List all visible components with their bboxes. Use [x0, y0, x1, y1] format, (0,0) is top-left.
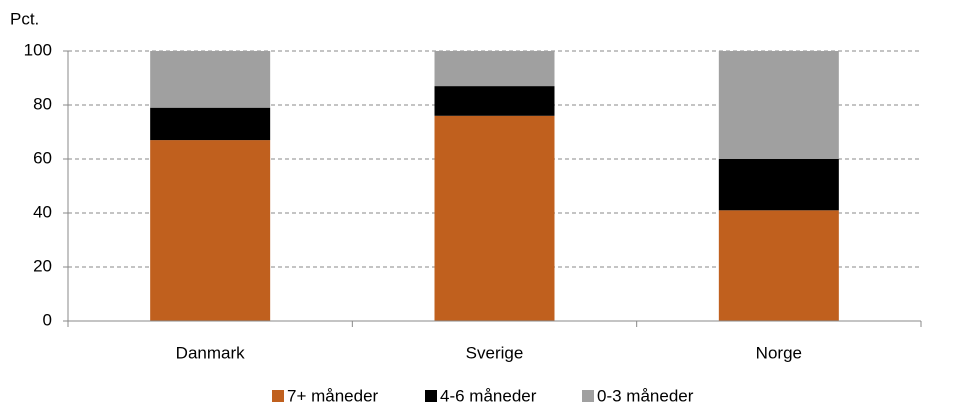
- legend-label: 0-3 måneder: [597, 386, 694, 405]
- y-axis-label: Pct.: [10, 9, 39, 28]
- y-tick-label: 40: [33, 202, 52, 221]
- legend-label: 4-6 måneder: [440, 386, 537, 405]
- bar-segment: [718, 210, 839, 321]
- bar-segment: [434, 115, 555, 321]
- y-tick-label: 0: [43, 310, 52, 329]
- bar-segment: [718, 159, 839, 211]
- legend-swatch: [425, 390, 437, 402]
- bar-segment: [718, 51, 839, 159]
- y-tick-label: 20: [33, 256, 52, 275]
- bar-segment: [434, 51, 555, 87]
- bar-segment: [434, 86, 555, 116]
- legend-label: 7+ måneder: [287, 386, 379, 405]
- y-tick-label: 60: [33, 148, 52, 167]
- x-tick-label: Sverige: [466, 343, 524, 362]
- bar-segment: [150, 51, 271, 108]
- bar-segment: [150, 140, 271, 321]
- y-tick-label: 80: [33, 94, 52, 113]
- bar-segment: [150, 107, 271, 141]
- x-tick-label: Danmark: [176, 343, 245, 362]
- legend-swatch: [272, 390, 284, 402]
- legend-swatch: [582, 390, 594, 402]
- x-tick-label: Norge: [756, 343, 802, 362]
- y-tick-label: 100: [24, 40, 52, 59]
